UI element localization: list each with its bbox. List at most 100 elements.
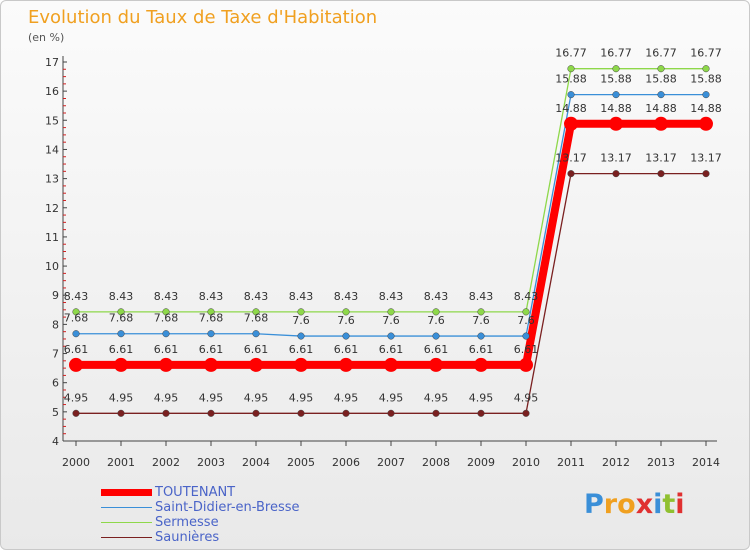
data-label: 7.68 [199,312,224,325]
data-label: 8.43 [154,290,179,303]
legend-swatch [101,489,152,496]
data-point [522,332,530,340]
y-tick-label: 8 [52,318,59,331]
x-tick-label: 2007 [377,456,405,469]
x-tick-label: 2004 [242,456,270,469]
data-point [654,116,668,131]
data-label: 4.95 [244,391,269,404]
data-label: 6.61 [289,343,314,356]
data-label: 13.17 [555,152,587,165]
data-point [117,308,125,316]
data-label: 8.43 [289,290,314,303]
data-point [252,308,260,316]
data-label: 16.77 [555,47,587,60]
data-point [342,332,350,340]
data-point [702,170,710,178]
x-tick-label: 2001 [107,456,135,469]
x-tick-label: 2003 [197,456,225,469]
data-label: 4.95 [334,391,359,404]
data-point [432,332,440,340]
data-point [567,91,575,99]
data-point [204,357,218,372]
data-label: 16.77 [645,47,677,60]
data-point [297,308,305,316]
data-point [612,91,620,99]
data-point [72,308,80,316]
legend-label: Saunières [155,530,220,545]
data-point [117,330,125,338]
data-point [207,308,215,316]
legend-swatch [101,537,152,538]
y-tick-label: 14 [45,143,59,156]
data-label: 15.88 [600,73,632,86]
data-point [387,409,395,417]
data-label: 8.43 [199,290,224,303]
data-label: 6.61 [109,343,134,356]
data-point [612,65,620,73]
data-label: 8.43 [469,290,494,303]
data-point [294,357,308,372]
data-point [474,357,488,372]
data-label: 7.6 [472,314,490,327]
data-label: 4.95 [289,391,314,404]
data-label: 6.61 [379,343,404,356]
data-point [162,409,170,417]
data-label: 13.17 [600,152,632,165]
data-label: 15.88 [690,73,722,86]
data-label: 4.95 [109,391,134,404]
x-tick-label: 2013 [647,456,675,469]
data-point [432,308,440,316]
data-point [519,357,533,372]
data-label: 6.61 [244,343,269,356]
data-point [702,65,710,73]
series-points [69,65,713,417]
y-tick-label: 9 [52,289,59,302]
y-tick-label: 16 [45,85,59,98]
data-label: 7.6 [427,314,445,327]
data-label: 8.43 [424,290,449,303]
data-point [387,332,395,340]
data-label: 4.95 [379,391,404,404]
data-point [69,357,83,372]
x-tick-label: 2002 [152,456,180,469]
axes: 4 5 6 7 8 9 10 11 12 13 14 15 16 17 2000 2001 2002 2003 20… [45,56,720,469]
logo-letter: P [584,489,604,520]
y-tick-label: 4 [52,435,59,448]
logo-letter: i [675,489,685,520]
data-point [162,330,170,338]
data-point [387,308,395,316]
y-tick-label: 15 [45,114,59,127]
data-point [384,357,398,372]
logo-letter: r [603,489,618,520]
data-point [342,308,350,316]
data-label: 15.88 [555,73,587,86]
data-label: 6.61 [334,343,359,356]
x-tick-label: 2000 [62,456,90,469]
y-tick-label: 17 [45,56,59,69]
data-point [339,357,353,372]
data-point [567,65,575,73]
legend-swatch [101,522,152,523]
data-point [207,409,215,417]
x-tick-label: 2005 [287,456,315,469]
x-tick-label: 2012 [602,456,630,469]
x-tick-label: 2011 [557,456,585,469]
y-tick-label: 12 [45,202,59,215]
data-point [702,91,710,99]
data-point [432,409,440,417]
data-label: 8.43 [109,290,134,303]
data-label: 6.61 [64,343,89,356]
data-label: 14.88 [600,102,632,115]
legend-label: Sermesse [155,515,219,530]
data-point [114,357,128,372]
data-point [252,330,260,338]
data-point [609,116,623,131]
y-tick-label: 7 [52,348,59,361]
data-label: 16.77 [690,47,722,60]
logo-letter: x [635,489,654,520]
y-tick-label: 13 [45,173,59,186]
x-tick-label: 2008 [422,456,450,469]
logo-letter: o [617,489,636,520]
x-tick-label: 2010 [512,456,540,469]
